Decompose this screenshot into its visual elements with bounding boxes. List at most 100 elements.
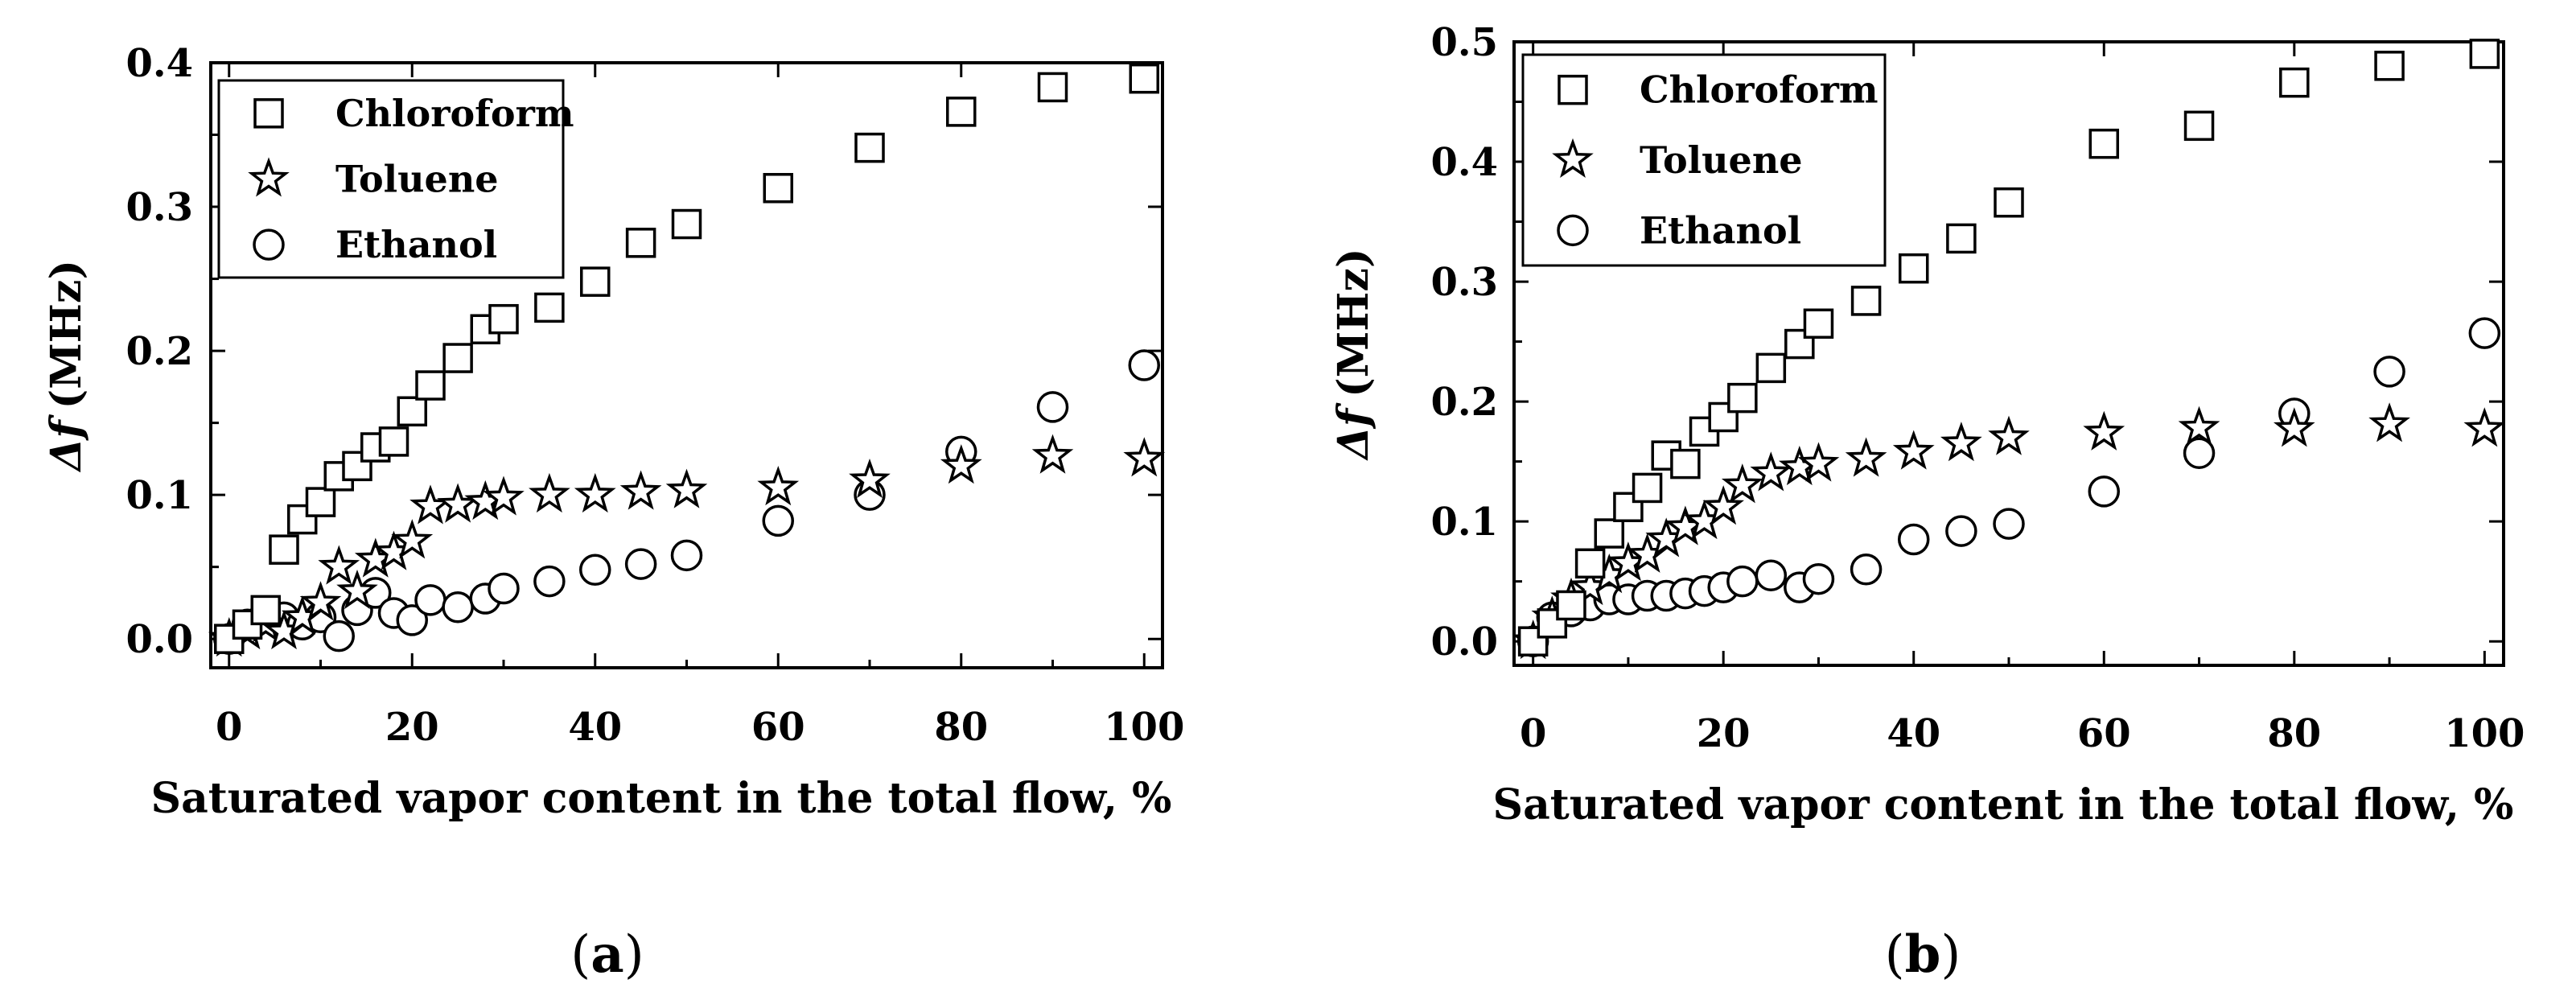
chloroform-point — [1632, 472, 1663, 504]
ethanol-point — [533, 565, 566, 598]
y-tick-label: 0.5 — [1430, 20, 1498, 65]
ethanol-point — [1802, 562, 1835, 595]
ethanol-point — [2468, 317, 2501, 349]
x-tick-label: 80 — [2267, 711, 2321, 756]
toluene-point — [299, 581, 342, 621]
series-ethanol — [213, 349, 1160, 655]
legend: Chloroform Toluene Ethanol — [1521, 53, 1887, 267]
toluene-point — [940, 444, 982, 484]
toluene-point — [409, 484, 451, 525]
ethanol-point — [670, 539, 703, 572]
ethanol-point — [1945, 515, 1977, 547]
toluene-point — [619, 470, 662, 510]
x-tick-label: 40 — [568, 705, 622, 750]
panel-paren-close: ) — [1940, 925, 1961, 985]
x-tick-label: 40 — [1887, 711, 1940, 756]
ethanol-point — [1128, 349, 1160, 381]
legend-marker-ethanol — [253, 228, 285, 261]
panel-paren-open: ( — [1885, 925, 1905, 985]
panel-letter: b — [1905, 924, 1941, 985]
ethanol-point — [1036, 391, 1069, 423]
x-tick-label: 100 — [1104, 705, 1184, 750]
chloroform-point — [415, 370, 446, 401]
chloroform-point — [1727, 382, 1758, 414]
toluene-point — [391, 519, 434, 559]
series-chloroform — [1517, 39, 2500, 656]
chloroform-point — [2469, 39, 2500, 69]
chloroform-point — [1803, 308, 1834, 339]
toluene-point — [1750, 451, 1792, 492]
chloroform-point — [378, 426, 409, 457]
toluene-point — [757, 465, 800, 506]
y-axis-symbol: Δf — [1329, 402, 1378, 461]
ethanol-point — [1755, 559, 1788, 591]
legend-label-ethanol: Ethanol — [335, 223, 497, 266]
panel-paren-open: ( — [570, 925, 591, 985]
chloroform-point — [2088, 128, 2120, 159]
x-tick-label: 0 — [1520, 711, 1546, 756]
chloroform-point — [1556, 590, 1586, 621]
chloroform-point — [854, 132, 885, 163]
chloroform-point — [625, 228, 656, 258]
ethanol-point — [624, 548, 657, 580]
chloroform-point — [1994, 187, 2024, 218]
chloroform-point — [1850, 286, 1882, 316]
chloroform-point — [342, 451, 372, 482]
toluene-point — [529, 472, 570, 513]
chloroform-point — [1037, 72, 1068, 103]
toluene-point — [1797, 442, 1840, 482]
ethanol-point — [579, 554, 611, 586]
chloroform-point — [442, 343, 473, 373]
toluene-point — [336, 569, 378, 610]
toluene-point — [1940, 422, 1982, 462]
chloroform-point — [534, 292, 565, 323]
chloroform-point — [1755, 352, 1787, 384]
legend-label-toluene: Toluene — [1640, 138, 1803, 182]
chloroform-point — [305, 487, 336, 517]
toluene-point — [1892, 430, 1935, 470]
y-axis-unit: (MHz) — [42, 260, 91, 409]
toluene-point — [665, 468, 708, 508]
toluene-point — [483, 475, 525, 516]
x-tick-label: 100 — [2444, 711, 2525, 756]
ethanol-point — [1897, 523, 1930, 556]
toluene-point — [2368, 402, 2410, 442]
legend-marker-toluene — [1552, 138, 1594, 178]
legend-marker-chloroform — [253, 98, 284, 129]
y-axis-unit: (MHz) — [1329, 248, 1378, 397]
y-axis-symbol: Δf — [42, 414, 91, 473]
chart-panel-a: 0 20 40 60 80 100 0.0 0.1 0.2 0.3 0.4 Saturated vap… — [42, 41, 1184, 985]
chloroform-point — [1594, 518, 1625, 549]
panel-letter: a — [591, 924, 623, 985]
x-axis-title: Saturated vapor content in the total flo… — [1493, 780, 2514, 829]
chloroform-point — [488, 303, 519, 335]
legend-marker-chloroform — [1558, 74, 1588, 105]
chloroform-point — [269, 534, 299, 565]
series-ethanol — [1516, 317, 2501, 657]
toluene-point — [1845, 437, 1887, 477]
chloroform-point — [2183, 110, 2215, 142]
ethanol-point — [2183, 437, 2216, 469]
chloroform-point — [763, 173, 793, 204]
chloroform-point — [671, 208, 702, 240]
toluene-point — [574, 472, 616, 513]
x-tick-label: 60 — [2077, 711, 2131, 756]
toluene-point — [1031, 434, 1074, 474]
chloroform-point — [946, 97, 977, 127]
y-tick-label: 0.3 — [126, 185, 193, 230]
x-tick-label: 80 — [934, 705, 988, 750]
legend: Chloroform Toluene Ethanol — [217, 79, 574, 279]
ethanol-point — [1726, 565, 1759, 598]
ethanol-point — [488, 572, 520, 605]
x-axis-title: Saturated vapor content in the total flo… — [151, 774, 1172, 823]
chloroform-point — [2374, 51, 2405, 81]
y-tick-label: 0.1 — [1430, 500, 1498, 545]
panel-label: (b) — [1885, 924, 1961, 985]
ethanol-point — [2088, 475, 2121, 508]
ethanol-point — [2373, 356, 2405, 388]
chloroform-point — [397, 396, 427, 427]
toluene-point — [1123, 437, 1166, 477]
toluene-point — [2178, 405, 2220, 446]
ethanol-point — [1850, 554, 1883, 586]
